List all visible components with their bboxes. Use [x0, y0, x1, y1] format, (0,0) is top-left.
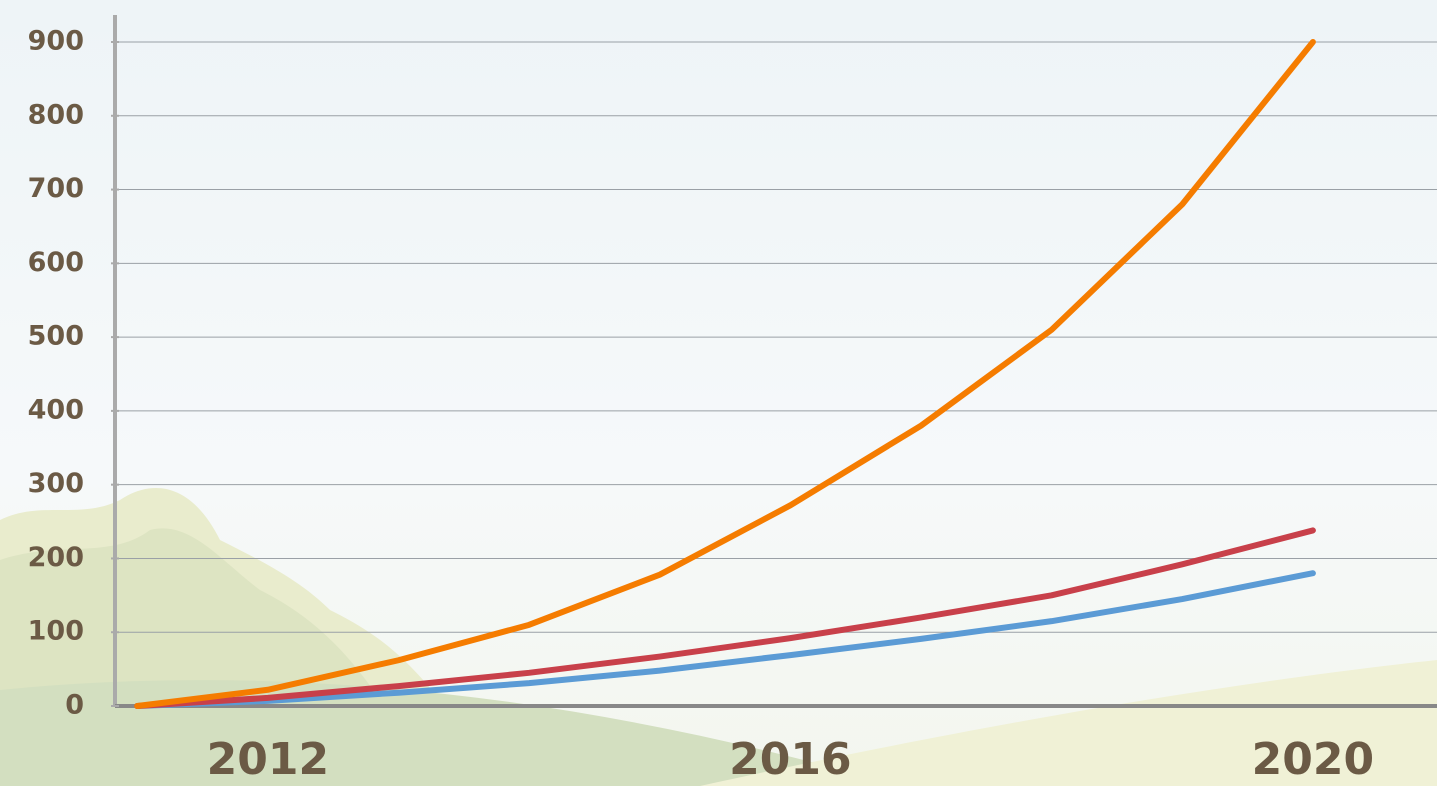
x-tick-label: 2020 — [1252, 734, 1374, 785]
y-tick-label: 600 — [28, 247, 84, 278]
x-tick-label: 2016 — [729, 734, 851, 785]
y-tick-label: 500 — [28, 321, 84, 352]
page: 0 100 200 300 400 500 600 700 800 900 2012 2016 2020… — [0, 0, 1437, 786]
y-tick-label: 300 — [28, 468, 84, 499]
y-tick-label: 100 — [28, 616, 84, 647]
x-tick-label: 2012 — [207, 734, 329, 785]
y-tick-label: 400 — [28, 394, 84, 425]
y-tick-label: 900 — [28, 26, 84, 57]
chart: 0 100 200 300 400 500 600 700 800 900 2012 2016 2020 — [0, 0, 1437, 786]
y-tick-label: 200 — [28, 542, 84, 573]
y-tick-label: 700 — [28, 173, 84, 204]
y-tick-label: 800 — [28, 99, 84, 130]
y-tick-label: 0 — [65, 690, 84, 721]
